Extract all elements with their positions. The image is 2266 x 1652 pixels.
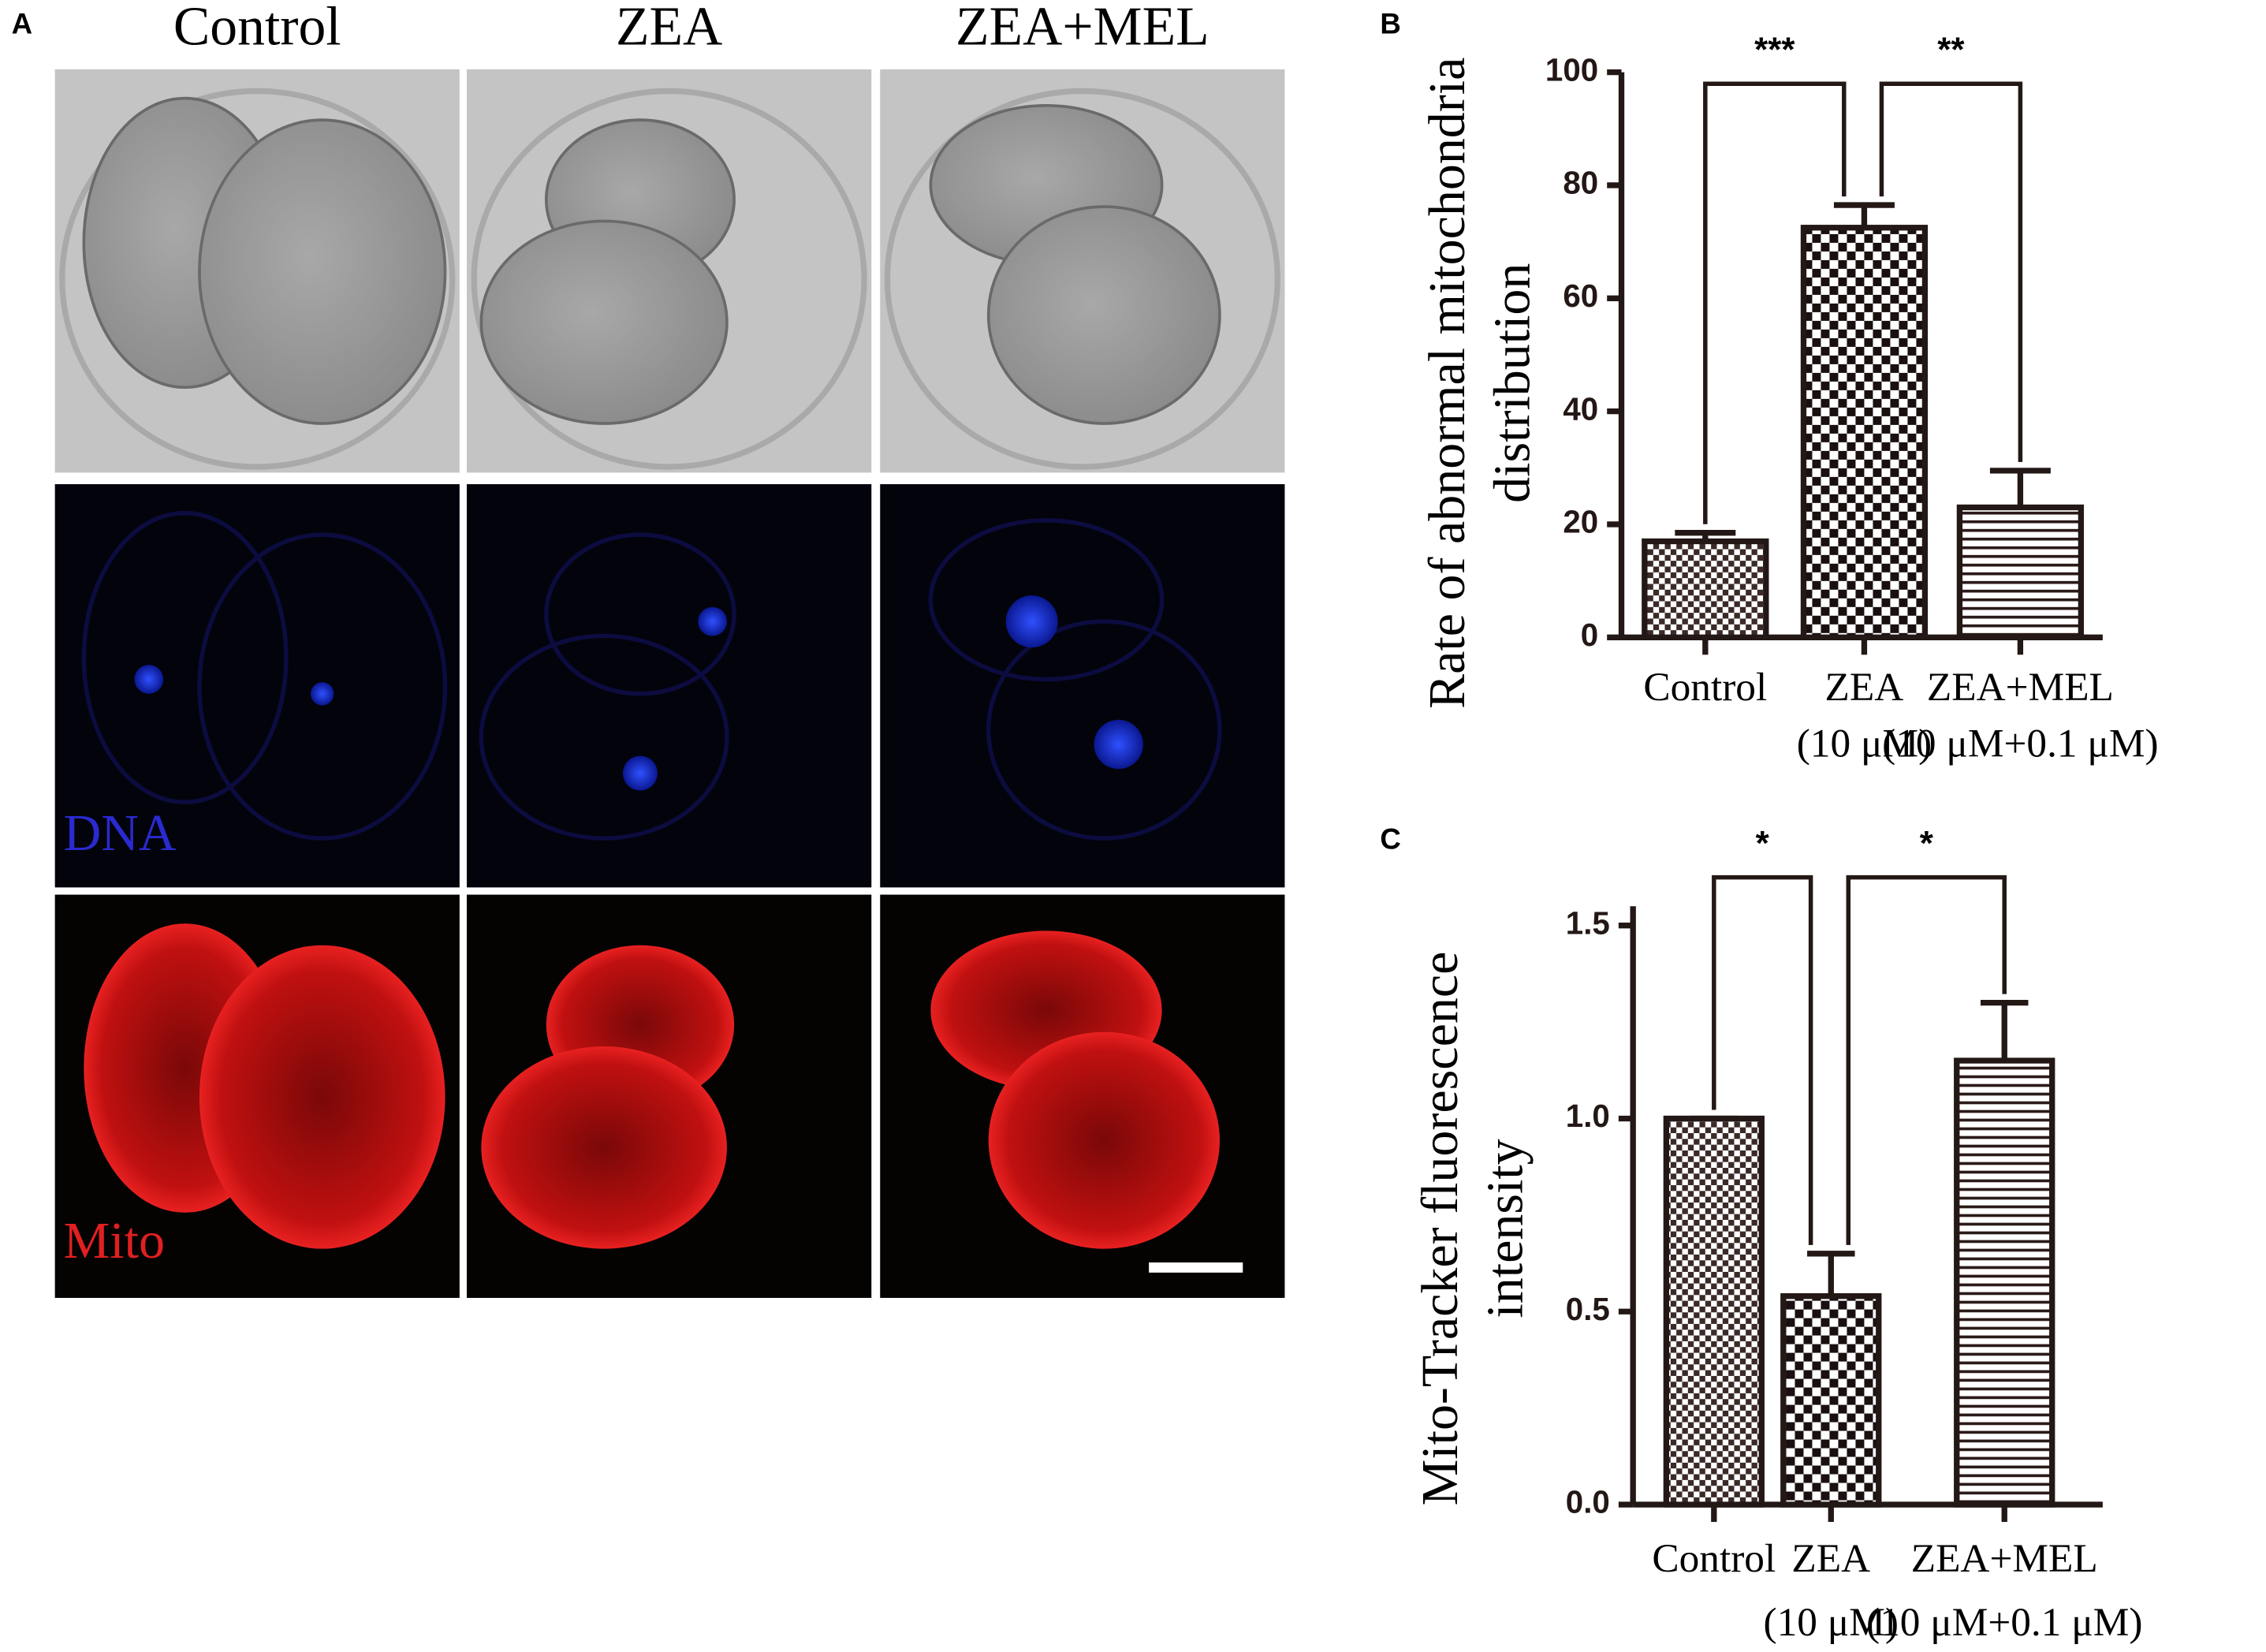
significance-label: * [1920,824,1934,863]
y-tick-label: 40 [1563,390,1598,427]
blastomere-outline [197,532,448,841]
x-tick-sublabel: (10 μM) [1764,1600,1899,1645]
bar [1956,504,2085,640]
bar [1663,1115,1765,1508]
nucleus [311,682,334,706]
mito-blastomere [988,1031,1220,1249]
blastomere-outline [986,619,1222,841]
y-tick-label: 1.5 [1566,904,1610,941]
row-label: Mito [64,1212,165,1270]
x-tick-label: ZEA+MEL [1911,1536,2098,1581]
blastomere-outline [928,518,1165,682]
x-tick-sublabel: (10 μM) [1797,721,1932,766]
y-tick-label: 60 [1563,278,1598,314]
dna-image [880,484,1285,888]
blastomere [198,118,447,425]
y-tick-label: 0.5 [1566,1291,1610,1327]
blastomere-outline [544,532,736,696]
column-label: ZEA+MEL [956,0,1209,57]
bar [1642,538,1769,640]
nucleus [134,665,164,694]
y-axis-label: intensity [1477,1139,1534,1318]
y-axis-label: Mito-Tracker fluorescence [1411,952,1469,1506]
error-bar [1675,530,1736,542]
y-tick-label: 20 [1563,504,1598,540]
bar [1780,1293,1882,1508]
error-bar [1807,1251,1855,1296]
significance-label: *** [1754,31,1795,69]
nucleus [622,755,658,791]
y-tick-label: 100 [1545,51,1598,88]
blastomere-outline [479,633,729,841]
nucleus [1005,595,1058,648]
y-tick-label: 80 [1563,165,1598,201]
dna-image [54,484,460,888]
zona [471,88,867,470]
x-tick-label: Control [1643,665,1767,710]
blastomere [986,205,1221,425]
blastomere [479,219,729,425]
significance-bracket [1846,874,2007,1245]
panel-label: B [1380,8,1400,40]
mito-blastomere [199,945,445,1249]
error-bar [1833,202,1895,228]
significance-bracket [1703,81,1847,524]
bar [1800,225,1929,640]
x-tick-label: ZEA [1825,665,1904,710]
significance-label: * [1756,824,1770,863]
dna-image [467,484,872,888]
y-axis-label: distribution [1484,263,1541,503]
row-label: DNA [64,804,177,862]
significance-bracket [1879,81,2023,462]
y-axis-label: Rate of abnormal mitochondria [1418,58,1476,709]
y-tick-label: 0.0 [1566,1484,1610,1520]
column-label: ZEA [616,0,722,57]
y-tick-label: 0 [1581,617,1598,653]
error-bar [1989,468,2051,508]
nucleus [698,606,727,636]
panel-label: C [1380,822,1400,855]
x-tick-label: Control [1652,1536,1776,1581]
significance-label: ** [1937,31,1965,69]
bar [1954,1057,2055,1508]
x-tick-sublabel: (10 μM+0.1 μM) [1882,721,2159,766]
nucleus [1094,719,1143,770]
x-tick-label: ZEA+MEL [1927,665,2114,710]
blastomere-outline [81,510,289,805]
y-tick-label: 1.0 [1566,1098,1610,1134]
error-bar [1980,999,2029,1061]
significance-bracket [1712,874,1813,1245]
zona [884,88,1280,470]
x-tick-label: ZEA [1791,1536,1870,1581]
zona [59,88,456,470]
column-label: Control [173,0,341,57]
mito-blastomere [481,1046,727,1249]
x-tick-sublabel: (10 μM+0.1 μM) [1866,1600,2143,1645]
panel-label: A [12,8,32,40]
